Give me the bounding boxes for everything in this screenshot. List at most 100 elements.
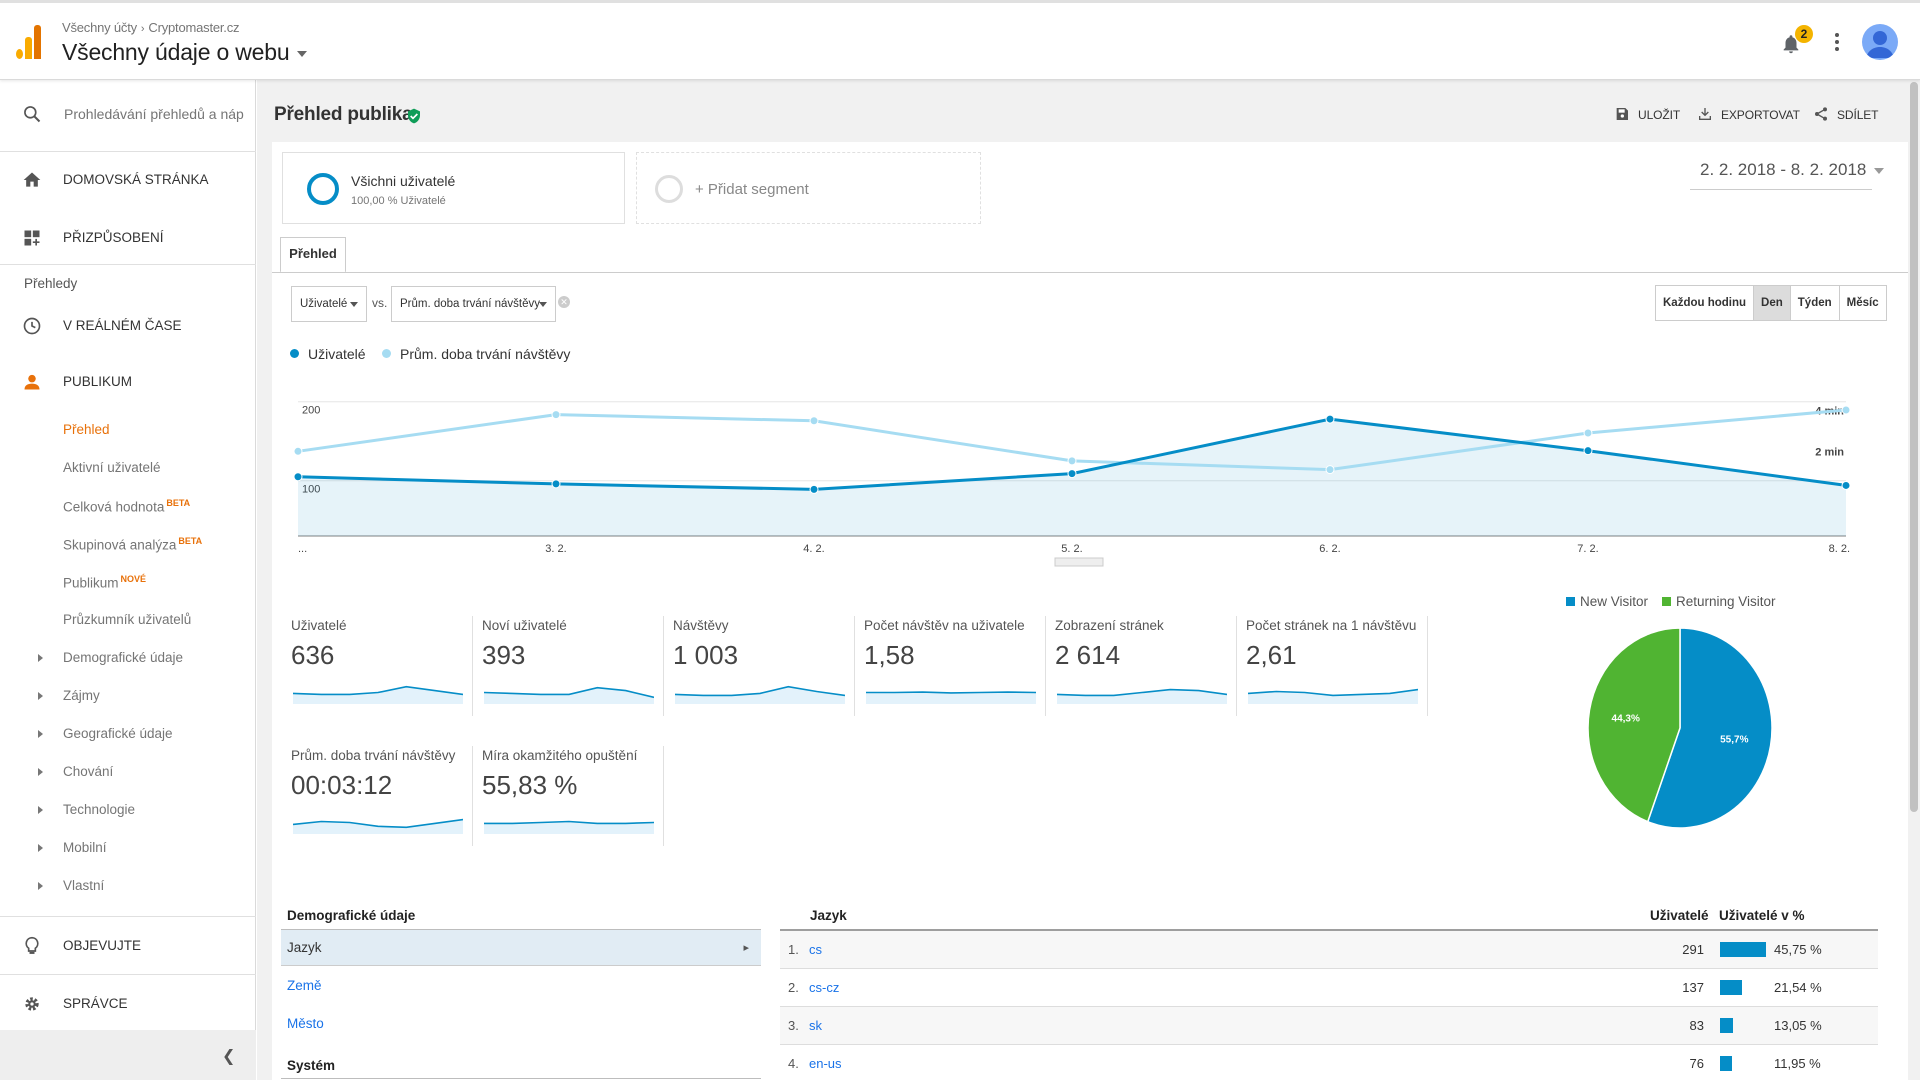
sidebar-item-realtime[interactable]: V REÁLNÉM ČASE (0, 298, 256, 354)
sidebar-item-label: OBJEVUJTE (63, 938, 142, 953)
add-segment-button[interactable]: + Přidat segment (636, 152, 981, 224)
row-index: 1. (788, 942, 799, 957)
sidebar-subitem-cohort-analysis[interactable]: Skupinová analýza BETA (63, 536, 203, 553)
breadcrumb-root[interactable]: Všechny účty (62, 20, 137, 35)
tab-overview[interactable]: Přehled (280, 237, 346, 273)
metric-label: Prům. doba trvání návštěvy (291, 748, 456, 763)
sidebar-subitem-geo[interactable]: Geografické údaje (63, 726, 173, 741)
demographics-row-country[interactable]: Země (287, 978, 322, 993)
legend-users[interactable]: Uživatelé (290, 346, 366, 362)
table-row[interactable]: 2. cs-cz 137 21,54 % (780, 969, 1878, 1007)
metric-tile[interactable]: Uživatelé 636 (291, 618, 469, 728)
table-row[interactable]: 3. sk 83 13,05 % (780, 1007, 1878, 1045)
pie-chart[interactable]: 55,7% 44,3% (1580, 628, 1780, 828)
metric-label: Míra okamžitého opuštění (482, 748, 638, 763)
pie-slice[interactable] (1587, 628, 1681, 823)
date-range-picker[interactable]: 2. 2. 2018 - 8. 2. 2018 (1700, 160, 1885, 180)
granularity-day-button[interactable]: Den (1754, 286, 1791, 320)
scrollbar-thumb[interactable] (1910, 82, 1918, 812)
data-point-users (551, 479, 561, 489)
sidebar-subitem-active-users[interactable]: Aktivní uživatelé (63, 460, 161, 475)
breadcrumb[interactable]: Všechny účty › Cryptomaster.cz (62, 20, 240, 35)
sidebar-subitem-demographics[interactable]: Demografické údaje (63, 650, 184, 665)
table-row[interactable]: 1. cs 291 45,75 % (780, 931, 1878, 969)
legend-avg-duration[interactable]: Prům. doba trvání návštěvy (382, 346, 570, 362)
breadcrumb-account[interactable]: Cryptomaster.cz (148, 20, 240, 35)
more-options-icon[interactable] (1834, 33, 1840, 55)
chevron-down-icon (350, 302, 358, 307)
legend-swatch (382, 349, 391, 358)
metric-selector-primary[interactable]: Uživatelé (291, 286, 367, 322)
metric-tile[interactable]: Prům. doba trvání návštěvy 00:03:12 (291, 748, 469, 858)
metric-tile[interactable]: Počet stránek na 1 návštěvu 2,61 (1246, 618, 1424, 728)
sidebar-subitem-mobile[interactable]: Mobilní (63, 840, 107, 855)
language-link[interactable]: en-us (809, 1056, 842, 1071)
column-header-language[interactable]: Jazyk (810, 908, 847, 923)
pie-slice[interactable] (1646, 628, 1773, 828)
bell-icon[interactable] (1780, 33, 1802, 55)
add-segment-label: + Přidat segment (695, 181, 809, 198)
language-link[interactable]: cs-cz (809, 980, 840, 995)
sparkline-line (1248, 688, 1418, 697)
granularity-hourly-button[interactable]: Každou hodinu (1656, 286, 1755, 320)
share-button[interactable]: SDÍLET (1813, 107, 1879, 122)
column-header-users[interactable]: Uživatelé (1650, 908, 1709, 923)
pie-legend-new[interactable]: New Visitor (1566, 594, 1648, 609)
sparkline-line (675, 685, 845, 697)
metric-tile[interactable]: Počet návštěv na uživatele 1,58 (864, 618, 1042, 728)
metric-tile[interactable]: Noví uživatelé 393 (482, 618, 660, 728)
search-input[interactable]: Prohledávání přehledů a náp (64, 106, 244, 122)
sparkline-area (866, 692, 1036, 704)
search-icon (24, 106, 41, 123)
column-header-users-pct[interactable]: Uživatelé v % (1719, 908, 1805, 923)
segment-all-users[interactable]: Všichni uživatelé 100,00 % Uživatelé (282, 152, 625, 224)
sidebar-subitem-interests[interactable]: Zájmy (63, 688, 100, 703)
home-icon (23, 172, 41, 187)
sidebar-subitem-behavior[interactable]: Chování (63, 764, 114, 779)
metric-tile[interactable]: Návštěvy 1 003 (673, 618, 851, 728)
sidebar-subitem-audiences[interactable]: Publikum NOVÉ (63, 574, 147, 591)
sidebar-subitem-user-explorer[interactable]: Průzkumník uživatelů (63, 612, 192, 627)
sparkline (293, 685, 463, 704)
language-link[interactable]: sk (809, 1018, 822, 1033)
metric-label: Zobrazení stránek (1055, 618, 1164, 633)
demographics-row-city[interactable]: Město (287, 1016, 324, 1031)
y-tick-label: 100 (302, 484, 320, 496)
analytics-logo-icon[interactable] (16, 25, 42, 59)
sidebar-subitem-custom[interactable]: Vlastní (63, 878, 105, 893)
collapse-sidebar-icon[interactable]: ❮ (222, 1048, 236, 1065)
metric-tile[interactable]: Zobrazení stránek 2 614 (1055, 618, 1233, 728)
view-selector[interactable]: Všechny údaje o webu (62, 39, 308, 66)
sidebar-subitem-lifetime-value[interactable]: Celková hodnota BETA (63, 498, 191, 515)
sparkline-area (484, 687, 654, 704)
sidebar-item-audience[interactable]: PUBLIKUM (0, 354, 256, 410)
remove-metric-icon[interactable]: ✕ (558, 296, 570, 308)
metric-selector-secondary[interactable]: Prům. doba trvání návštěvy (391, 286, 556, 322)
x-tick-label: 8. 2. (1829, 543, 1850, 555)
metric-value: 1 003 (673, 640, 739, 670)
view-name: Všechny údaje o webu (62, 39, 290, 65)
sidebar-item-home[interactable]: DOMOVSKÁ STRÁNKA (0, 152, 256, 208)
sidebar-subitem-overview[interactable]: Přehled (63, 422, 110, 437)
language-link[interactable]: cs (809, 942, 822, 957)
sparkline-line (866, 691, 1036, 694)
sidebar-item-discover[interactable]: OBJEVUJTE (0, 918, 256, 974)
avatar[interactable] (1862, 24, 1898, 60)
system-heading: Systém (287, 1058, 336, 1073)
granularity-week-button[interactable]: Týden (1791, 286, 1840, 320)
sidebar-subitem-technology[interactable]: Technologie (63, 802, 136, 817)
metric-tile[interactable]: Míra okamžitého opuštění 55,83 % (482, 748, 660, 858)
sidebar-item-customization[interactable]: PŘIZPŮSOBENÍ (0, 210, 256, 266)
demographics-row-language[interactable]: Jazyk ▸ (281, 930, 761, 966)
export-button[interactable]: EXPORTOVAT (1697, 108, 1800, 122)
percent-value: 11,95 % (1774, 1056, 1821, 1071)
granularity-month-button[interactable]: Měsíc (1846, 297, 1879, 309)
sidebar-search[interactable]: Prohledávání přehledů a náp (0, 80, 256, 152)
scrollbar[interactable] (1908, 80, 1920, 1080)
table-row[interactable]: 4. en-us 76 11,95 % (780, 1045, 1878, 1080)
pie-legend-returning[interactable]: Returning Visitor (1662, 594, 1776, 609)
save-button[interactable]: ULOŽIT (1614, 108, 1680, 122)
sidebar-item-admin[interactable]: SPRÁVCE (0, 976, 256, 1032)
sparkline-area (1248, 689, 1418, 704)
